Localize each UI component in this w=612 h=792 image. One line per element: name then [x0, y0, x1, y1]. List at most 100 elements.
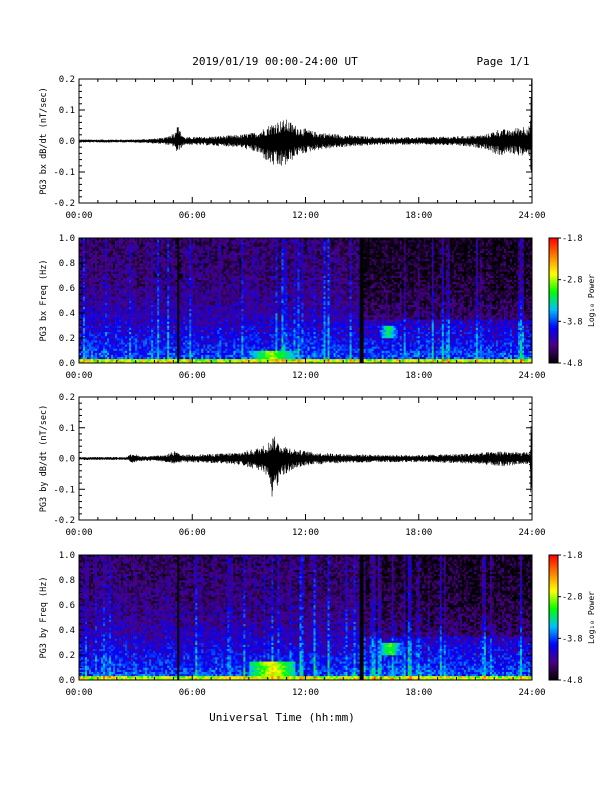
x-tick-label: 00:00: [65, 528, 92, 538]
colorbar-cell: [549, 640, 558, 643]
x-tick-label: 24:00: [518, 371, 545, 381]
x-tick-label: 12:00: [292, 211, 319, 221]
colorbar-cell: [549, 569, 558, 572]
colorbar-cell: [549, 348, 558, 351]
spectrogram-image: [79, 555, 533, 681]
colorbar-cell: [549, 319, 558, 322]
colorbar-cell: [549, 331, 558, 335]
waveform-trace: [78, 424, 533, 497]
colorbar-cell: [549, 630, 558, 633]
panel-bx-spectrogram: 00:00 06:00 12:00 18:00 24:00 1.0 0.8 0.6 0.4 0.2…: [39, 234, 546, 381]
colorbar-label: Log₁₀ Power: [587, 591, 596, 644]
colorbar-tick-label: -3.8: [562, 317, 582, 327]
colorbar-cell: [549, 298, 558, 301]
page-indicator: Page 1/1: [477, 55, 530, 68]
x-tick-label: 24:00: [518, 688, 545, 698]
colorbar-cell: [549, 627, 558, 631]
colorbar-cell: [549, 625, 558, 629]
colorbar-cell: [549, 596, 558, 600]
y-tick-label: 0.2: [59, 393, 75, 403]
colorbar-cell: [549, 306, 558, 310]
y-tick-label: 0.2: [59, 651, 75, 661]
colorbar-cell: [549, 646, 558, 650]
y-tick-label: 0.6: [59, 601, 75, 611]
colorbar-cell: [549, 313, 558, 316]
colorbar-cell: [549, 559, 558, 562]
colorbar-cell: [549, 285, 558, 289]
colorbar-cell: [549, 350, 558, 353]
colorbar-frame: [548, 237, 559, 364]
y-tick-label: 1.0: [59, 234, 75, 244]
colorbar-cell: [549, 642, 558, 645]
colorbar-cell: [549, 594, 558, 597]
colorbar-cell: [549, 240, 558, 243]
colorbar-cell: [549, 283, 558, 287]
colorbar-cell: [549, 677, 558, 681]
x-tick-label: 06:00: [179, 528, 206, 538]
colorbar-tick-label: -2.8: [562, 593, 582, 603]
x-tick-label: 18:00: [405, 371, 432, 381]
colorbar-cell: [549, 588, 558, 591]
colorbar-cell: [549, 555, 558, 558]
x-tick-label: 06:00: [179, 688, 206, 698]
colorbar-cell: [549, 582, 558, 585]
colorbar-cell: [549, 346, 558, 349]
y-tick-label: 0.1: [59, 106, 75, 116]
colorbar-cell: [549, 340, 558, 343]
colorbar-cell: [549, 665, 558, 668]
colorbar-cell: [549, 338, 558, 341]
colorbar-cell: [549, 290, 558, 293]
colorbar-cell: [549, 254, 558, 258]
colorbar-cell: [549, 279, 558, 283]
colorbar-cell: [549, 242, 558, 245]
y-tick-label: 1.0: [59, 551, 75, 561]
panel-bx-waveform: 00:00 06:00 12:00 18:00 24:00 0.2 0.1 0.0 -0.1 -0…: [39, 75, 546, 221]
colorbar-cell: [549, 615, 558, 618]
colorbar-cell: [549, 584, 558, 587]
colorbar-cell: [549, 281, 558, 285]
colorbar-cell: [549, 273, 558, 276]
colorbar-cell: [549, 609, 558, 612]
x-tick-label: 18:00: [405, 688, 432, 698]
colorbar-cell: [549, 275, 558, 278]
colorbar-cell: [549, 655, 558, 658]
colorbar-cell: [549, 611, 558, 614]
waveform-trace: [78, 79, 533, 173]
colorbar-cell: [549, 659, 558, 662]
y-tick-label: -0.2: [53, 199, 75, 209]
colorbar-tick-label: -4.8: [562, 676, 582, 686]
colorbar-cell: [549, 246, 558, 249]
colorbar-cell: [549, 329, 558, 333]
colorbar-cell: [549, 619, 558, 622]
colorbar-cell: [549, 271, 558, 274]
y-tick-label: -0.2: [53, 516, 75, 526]
colorbar-cell: [549, 296, 558, 299]
colorbar-cell: [549, 250, 558, 253]
colorbar-cell: [549, 244, 558, 247]
colorbar-cell: [549, 308, 558, 312]
y-tick-label: -0.1: [53, 168, 75, 178]
y-axis-title: PG3 by dB/dt (nT/sec): [39, 405, 49, 512]
colorbar-tick-label: -2.8: [562, 276, 582, 286]
colorbar-cell: [549, 327, 558, 330]
colorbar-cell: [549, 580, 558, 583]
colorbar-cell: [549, 661, 558, 664]
colorbar-cell: [549, 652, 558, 656]
colorbar-cell: [549, 571, 558, 575]
colorbar-cell: [549, 565, 558, 568]
colorbar-cell: [549, 673, 558, 677]
colorbar-cell: [549, 335, 558, 339]
colorbar-cell: [549, 575, 558, 579]
colorbar-cell: [549, 671, 558, 675]
y-tick-label: 0.0: [59, 359, 75, 369]
colorbar-cell: [549, 648, 558, 652]
colorbar-cell: [549, 277, 558, 280]
colorbar-cell: [549, 657, 558, 660]
colorbar-cell: [549, 636, 558, 639]
y-tick-label: 0.4: [59, 626, 75, 636]
figure-title: 2019/01/19 00:00-24:00 UT: [192, 55, 358, 68]
colorbar-cell: [549, 650, 558, 654]
y-axis-title: PG3 by Freq (Hz): [39, 577, 49, 659]
y-tick-label: 0.0: [59, 455, 75, 465]
